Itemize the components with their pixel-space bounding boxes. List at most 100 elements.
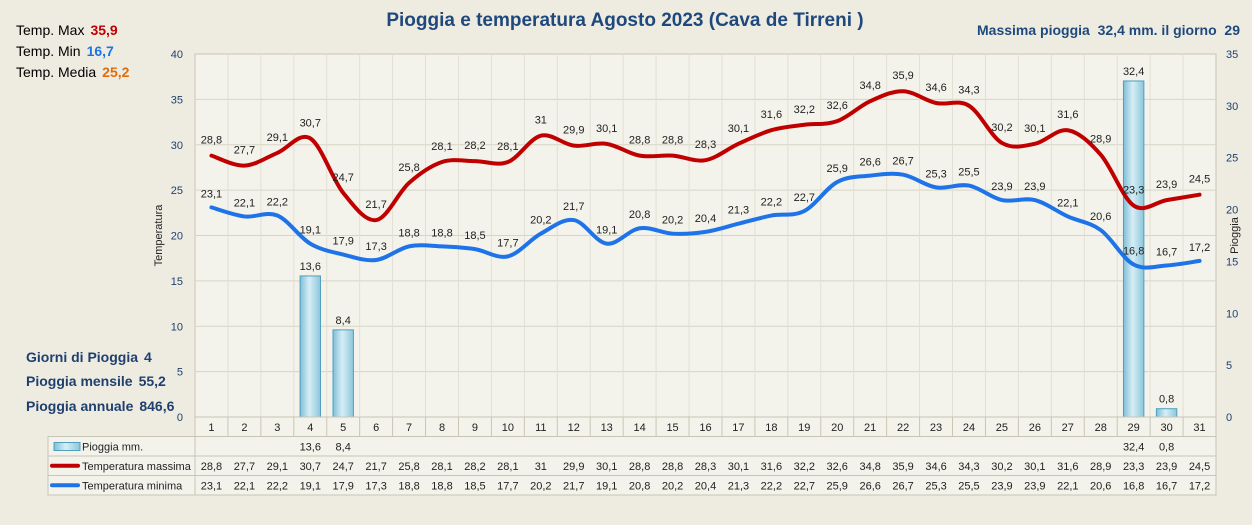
x-tick-label: 9 [472, 422, 478, 434]
x-tick-label: 4 [307, 422, 313, 434]
summary-annual-rain: Pioggia annuale 846,6 [26, 398, 174, 414]
table-cell: 13,6 [300, 442, 321, 454]
rain-bar [1155, 408, 1178, 418]
y2-tick-label: 15 [1226, 256, 1238, 268]
x-tick-label: 11 [535, 422, 546, 434]
max-temp-label: 30,2 [991, 122, 1012, 134]
max-temp-label: 28,3 [695, 139, 716, 151]
x-tick-label: 17 [732, 422, 744, 434]
table-cell: 22,2 [761, 481, 782, 493]
summary-label: Pioggia annuale [26, 398, 134, 414]
table-cell: 28,1 [497, 461, 518, 473]
max-temp-label: 28,9 [1090, 134, 1111, 146]
min-temp-label: 17,3 [365, 241, 386, 253]
y2-tick-label: 10 [1226, 308, 1238, 320]
x-tick-label: 13 [601, 422, 613, 434]
rain-bar-label: 8,4 [336, 315, 351, 327]
max-temp-label: 21,7 [365, 199, 386, 211]
max-temp-label: 32,2 [794, 104, 815, 116]
x-tick-label: 7 [406, 422, 412, 434]
max-temp-label: 28,8 [662, 135, 683, 147]
x-tick-label: 3 [274, 422, 280, 434]
max-temp-label: 34,3 [958, 85, 979, 97]
table-cell: 19,1 [300, 481, 321, 493]
max-temp-label: 31,6 [761, 109, 782, 121]
table-cell: 28,8 [629, 461, 650, 473]
summary-rain-days: Giorni di Pioggia 4 [26, 349, 152, 365]
max-temp-label: 30,1 [728, 123, 749, 135]
legend-label: Temperatura massima [82, 461, 192, 473]
min-temp-label: 20,4 [695, 213, 716, 225]
table-cell: 16,7 [1156, 481, 1177, 493]
min-temp-label: 16,7 [1156, 246, 1177, 258]
stat-label: Temp. Max [16, 22, 85, 38]
table-cell: 19,1 [596, 481, 617, 493]
table-cell: 26,7 [892, 481, 913, 493]
x-tick-label: 6 [373, 422, 379, 434]
max-rain-value: 32,4 mm. il giorno [1097, 22, 1217, 38]
x-tick-label: 8 [439, 422, 445, 434]
table-cell: 21,3 [728, 481, 749, 493]
max-rain-info: Massima pioggia 32,4 mm. il giorno 29 [930, 22, 1240, 38]
table-cell: 22,7 [794, 481, 815, 493]
max-temp-label: 24,7 [332, 172, 353, 184]
table-cell: 25,3 [925, 481, 946, 493]
max-temp-label: 30,1 [1024, 123, 1045, 135]
rain-bar [299, 275, 321, 418]
table-cell: 23,9 [1156, 461, 1177, 473]
x-tick-label: 5 [340, 422, 346, 434]
max-temp-label: 34,6 [925, 82, 946, 94]
y2-tick-label: 0 [1226, 412, 1232, 424]
max-temp-label: 28,1 [497, 141, 518, 153]
min-temp-label: 18,8 [431, 227, 452, 239]
table-cell: 31,6 [1057, 461, 1078, 473]
table-cell: 24,5 [1189, 461, 1210, 473]
rain-bar-label: 13,6 [300, 261, 321, 273]
min-temp-line [209, 171, 1202, 270]
min-temp-label: 22,7 [794, 192, 815, 204]
table-cell: 31 [535, 461, 547, 473]
table-cell: 28,1 [431, 461, 452, 473]
min-temp-label: 17,9 [332, 236, 353, 248]
table-cell: 18,5 [464, 481, 485, 493]
table-cell: 30,7 [300, 461, 321, 473]
y2-tick-label: 5 [1226, 360, 1232, 372]
table-cell: 31,6 [761, 461, 782, 473]
table-cell: 28,8 [201, 461, 222, 473]
max-temp-label: 29,9 [563, 125, 584, 137]
min-temp-label: 18,8 [398, 227, 419, 239]
x-tick-label: 29 [1128, 422, 1140, 434]
x-tick-label: 27 [1062, 422, 1074, 434]
y-tick-label: 15 [171, 276, 183, 288]
x-tick-label: 24 [963, 422, 975, 434]
table-cell: 28,2 [464, 461, 485, 473]
min-temp-label: 23,9 [991, 181, 1012, 193]
table-cell: 29,1 [267, 461, 288, 473]
max-temp-label: 25,8 [398, 162, 419, 174]
summary-monthly-rain: Pioggia mensile 55,2 [26, 373, 166, 389]
table-cell: 21,7 [365, 461, 386, 473]
min-temp-label: 21,7 [563, 201, 584, 213]
min-temp-label: 20,8 [629, 209, 650, 221]
y-tick-label: 40 [171, 49, 183, 61]
stat-label: Temp. Min [16, 43, 81, 59]
table-cell: 25,5 [958, 481, 979, 493]
legend-label: Pioggia mm. [82, 442, 143, 454]
stat-value: 16,7 [86, 43, 114, 59]
table-cell: 34,6 [925, 461, 946, 473]
min-temp-label: 20,6 [1090, 211, 1111, 223]
table-cell: 25,8 [398, 461, 419, 473]
table-cell: 30,1 [596, 461, 617, 473]
y-axis-title: Temperatura [153, 204, 165, 267]
max-rain-day: 29 [1224, 22, 1240, 38]
table-cell: 20,4 [695, 481, 716, 493]
chart-title: Pioggia e temperatura Agosto 2023 (Cava … [386, 10, 864, 31]
max-temp-label: 28,8 [201, 135, 222, 147]
table-cell: 28,9 [1090, 461, 1111, 473]
min-temp-label: 25,9 [827, 163, 848, 175]
table-cell: 22,1 [1057, 481, 1078, 493]
table-cell: 24,7 [332, 461, 353, 473]
max-temp-label: 30,1 [596, 123, 617, 135]
min-temp-label: 22,1 [1057, 197, 1078, 209]
min-temp-label: 20,2 [530, 215, 551, 227]
